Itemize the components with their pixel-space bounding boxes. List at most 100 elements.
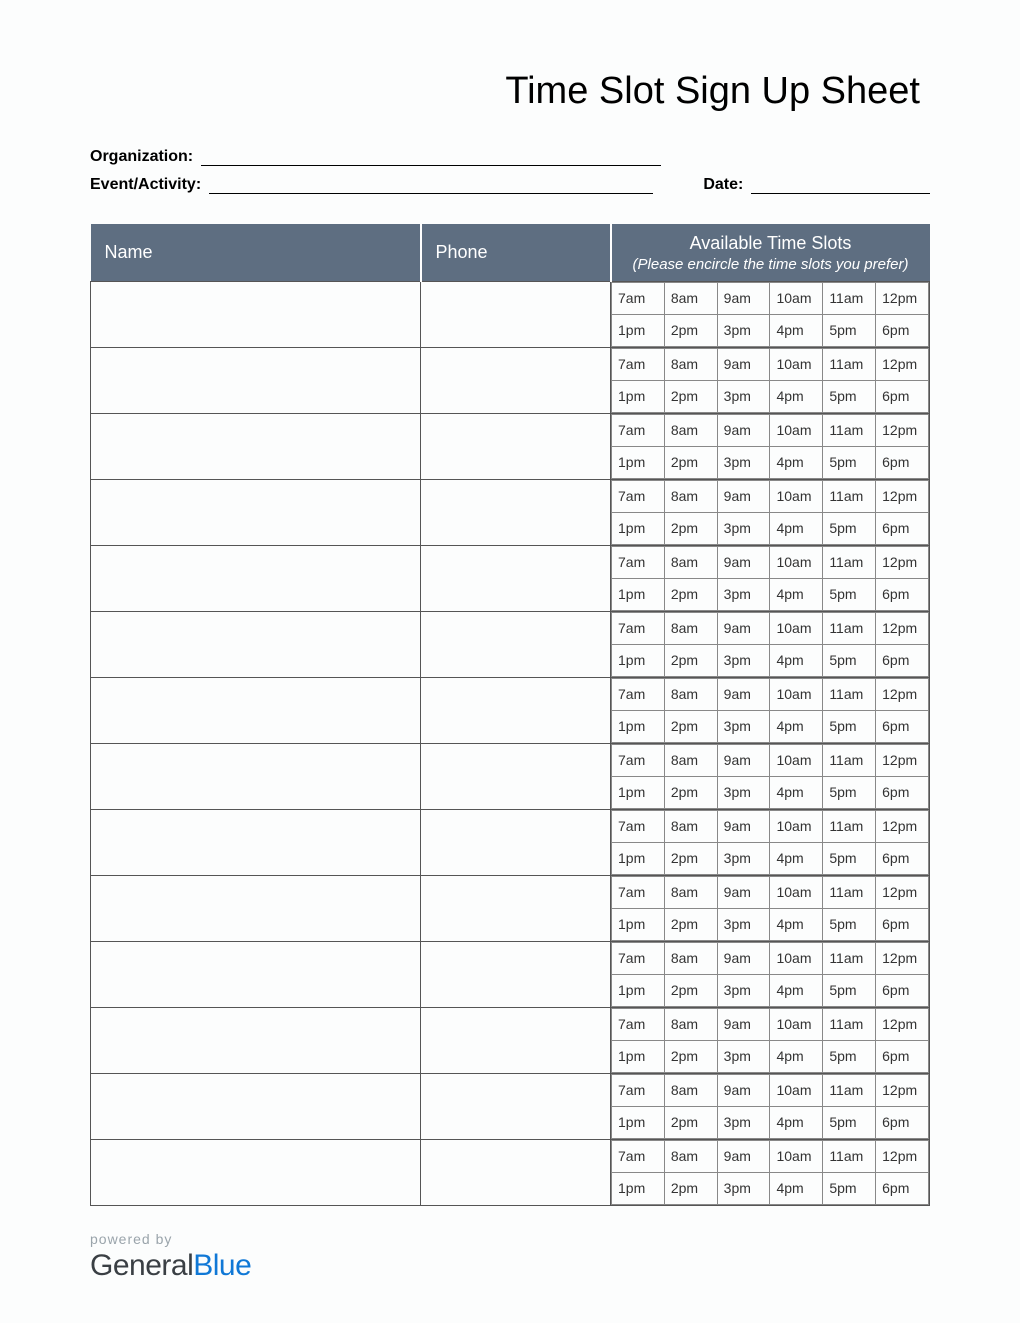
name-cell xyxy=(91,612,421,678)
time-slot: 9am xyxy=(717,745,770,777)
event-date-row: Event/Activity: Date: xyxy=(90,176,930,194)
time-slot: 2pm xyxy=(664,711,717,743)
name-cell xyxy=(91,744,421,810)
time-slot: 3pm xyxy=(717,579,770,611)
footer: powered by GeneralBlue xyxy=(90,1231,930,1283)
time-slot: 10am xyxy=(770,481,823,513)
time-slot: 2pm xyxy=(664,315,717,347)
phone-cell xyxy=(421,282,611,348)
meta-block: Organization: Event/Activity: Date: xyxy=(90,148,930,194)
time-slot: 1pm xyxy=(612,1173,665,1205)
slots-cell: 7am8am9am10am11am12pm1pm2pm3pm4pm5pm6pm xyxy=(611,678,930,744)
time-slot: 9am xyxy=(717,481,770,513)
time-slot: 5pm xyxy=(823,1041,876,1073)
time-slot: 12pm xyxy=(876,943,929,975)
time-slot: 11am xyxy=(823,613,876,645)
name-cell xyxy=(91,678,421,744)
time-slot: 8am xyxy=(664,481,717,513)
time-slot: 2pm xyxy=(664,1041,717,1073)
time-slot: 10am xyxy=(770,349,823,381)
time-slot: 11am xyxy=(823,1141,876,1173)
time-slot: 9am xyxy=(717,1009,770,1041)
time-slot: 9am xyxy=(717,349,770,381)
time-slot: 3pm xyxy=(717,975,770,1007)
time-slot: 11am xyxy=(823,811,876,843)
time-slot: 1pm xyxy=(612,711,665,743)
slots-cell: 7am8am9am10am11am12pm1pm2pm3pm4pm5pm6pm xyxy=(611,480,930,546)
time-slot: 7am xyxy=(612,1009,665,1041)
time-slot: 5pm xyxy=(823,711,876,743)
time-slot: 12pm xyxy=(876,745,929,777)
time-slot: 5pm xyxy=(823,843,876,875)
name-cell xyxy=(91,1140,421,1206)
date-label: Date: xyxy=(703,176,751,194)
time-slot: 7am xyxy=(612,547,665,579)
time-slot: 6pm xyxy=(876,315,929,347)
time-slot: 5pm xyxy=(823,777,876,809)
slots-cell: 7am8am9am10am11am12pm1pm2pm3pm4pm5pm6pm xyxy=(611,1074,930,1140)
time-slot: 4pm xyxy=(770,711,823,743)
col-header-slots: Available Time Slots (Please encircle th… xyxy=(611,224,930,282)
time-slot: 12pm xyxy=(876,679,929,711)
signup-table: Name Phone Available Time Slots (Please … xyxy=(90,224,930,1206)
time-slot: 3pm xyxy=(717,1041,770,1073)
time-slot: 5pm xyxy=(823,909,876,941)
name-cell xyxy=(91,942,421,1008)
time-slot: 1pm xyxy=(612,1107,665,1139)
time-slot: 2pm xyxy=(664,975,717,1007)
time-slot: 6pm xyxy=(876,843,929,875)
time-slot: 1pm xyxy=(612,909,665,941)
time-slot: 8am xyxy=(664,1075,717,1107)
time-slot: 2pm xyxy=(664,1173,717,1205)
slots-cell: 7am8am9am10am11am12pm1pm2pm3pm4pm5pm6pm xyxy=(611,282,930,348)
time-slot: 3pm xyxy=(717,381,770,413)
slots-header-subtitle: (Please encircle the time slots you pref… xyxy=(620,256,922,273)
time-slot: 11am xyxy=(823,679,876,711)
time-slot: 7am xyxy=(612,943,665,975)
phone-cell xyxy=(421,744,611,810)
brand-blue: Blue xyxy=(193,1249,251,1282)
brand-general: General xyxy=(90,1249,193,1282)
slots-cell: 7am8am9am10am11am12pm1pm2pm3pm4pm5pm6pm xyxy=(611,348,930,414)
time-slot: 3pm xyxy=(717,447,770,479)
time-slot: 6pm xyxy=(876,381,929,413)
time-slot: 6pm xyxy=(876,1041,929,1073)
time-slot: 11am xyxy=(823,877,876,909)
phone-cell xyxy=(421,546,611,612)
time-slot: 2pm xyxy=(664,777,717,809)
time-slot: 11am xyxy=(823,415,876,447)
time-slot: 9am xyxy=(717,547,770,579)
time-slot: 10am xyxy=(770,943,823,975)
slots-cell: 7am8am9am10am11am12pm1pm2pm3pm4pm5pm6pm xyxy=(611,1140,930,1206)
time-slot: 12pm xyxy=(876,877,929,909)
time-slot: 6pm xyxy=(876,447,929,479)
table-row: 7am8am9am10am11am12pm1pm2pm3pm4pm5pm6pm xyxy=(91,1074,930,1140)
time-slot: 4pm xyxy=(770,909,823,941)
time-slot: 10am xyxy=(770,547,823,579)
time-slot: 5pm xyxy=(823,975,876,1007)
time-slot: 6pm xyxy=(876,711,929,743)
name-cell xyxy=(91,1074,421,1140)
time-slot: 4pm xyxy=(770,843,823,875)
time-slot: 7am xyxy=(612,679,665,711)
table-row: 7am8am9am10am11am12pm1pm2pm3pm4pm5pm6pm xyxy=(91,414,930,480)
time-slot: 12pm xyxy=(876,1141,929,1173)
time-slot: 8am xyxy=(664,349,717,381)
time-slot: 12pm xyxy=(876,1075,929,1107)
time-slot: 6pm xyxy=(876,909,929,941)
slots-cell: 7am8am9am10am11am12pm1pm2pm3pm4pm5pm6pm xyxy=(611,744,930,810)
time-slot: 5pm xyxy=(823,579,876,611)
table-row: 7am8am9am10am11am12pm1pm2pm3pm4pm5pm6pm xyxy=(91,1008,930,1074)
phone-cell xyxy=(421,1074,611,1140)
name-cell xyxy=(91,282,421,348)
time-slot: 7am xyxy=(612,349,665,381)
time-slot: 8am xyxy=(664,811,717,843)
name-cell xyxy=(91,876,421,942)
name-cell xyxy=(91,414,421,480)
time-slot: 3pm xyxy=(717,1107,770,1139)
time-slot: 12pm xyxy=(876,283,929,315)
time-slot: 5pm xyxy=(823,513,876,545)
table-row: 7am8am9am10am11am12pm1pm2pm3pm4pm5pm6pm xyxy=(91,480,930,546)
time-slot: 1pm xyxy=(612,513,665,545)
table-row: 7am8am9am10am11am12pm1pm2pm3pm4pm5pm6pm xyxy=(91,876,930,942)
